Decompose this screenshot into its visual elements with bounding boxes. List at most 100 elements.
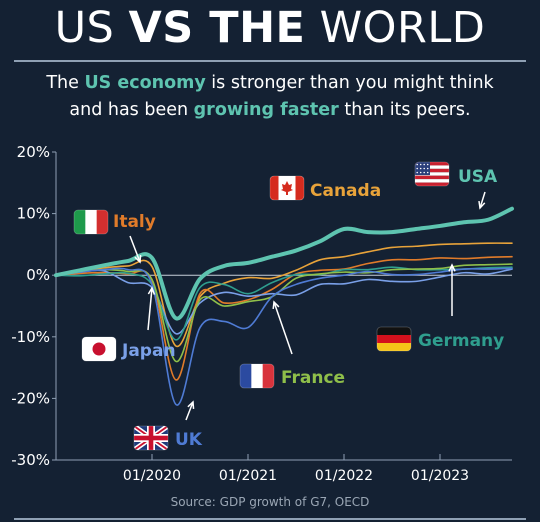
title-us: US	[54, 3, 129, 53]
top-divider	[14, 60, 526, 62]
series-line-uk	[55, 267, 513, 406]
title-world: WORLD	[305, 3, 486, 53]
source-note: Source: GDP growth of G7, OECD	[170, 495, 370, 509]
flag-stripe	[415, 165, 449, 169]
series-label-uk: UK	[175, 430, 203, 450]
flag-band	[270, 176, 279, 200]
title-vs-the: VS THE	[128, 3, 306, 53]
series-label-france: France	[281, 368, 345, 388]
flag-band	[377, 343, 411, 351]
japan-flag-icon	[81, 336, 117, 362]
flag-star	[419, 163, 422, 166]
subtitle-text: and has been	[69, 100, 194, 120]
germany-flag-icon	[376, 326, 412, 352]
series-label-canada: Canada	[310, 181, 381, 201]
y-tick-label: -20%	[11, 389, 50, 407]
flag-star	[423, 167, 426, 170]
x-tick-label: 01/2022	[315, 468, 373, 484]
flag-band	[377, 327, 411, 336]
pointer-arrowhead-japan	[147, 286, 156, 295]
flag-star	[419, 171, 422, 174]
y-tick-label: -10%	[11, 328, 50, 346]
flag-star	[416, 171, 419, 174]
flag-body	[270, 176, 304, 200]
subtitle: The US economy is stronger than you migh…	[0, 70, 540, 124]
flag-border	[376, 326, 412, 352]
subtitle-line-2: and has been growing faster than its pee…	[0, 97, 540, 124]
pointer-arrow-italy	[129, 235, 141, 263]
pointer-arrowhead-germany	[448, 263, 456, 272]
flag-body	[415, 162, 449, 186]
x-tick-label: 01/2023	[411, 468, 469, 484]
flag-body	[82, 337, 116, 361]
flag-body	[240, 364, 274, 388]
x-tick-label: 01/2021	[219, 468, 277, 484]
flag-star	[423, 163, 426, 166]
flag-band	[295, 176, 304, 200]
series-line-japan	[55, 268, 513, 335]
pointer-arrowhead-uk	[187, 400, 195, 410]
flag-band	[377, 335, 411, 344]
flag-cross-red	[134, 435, 168, 441]
flag-band	[240, 364, 252, 388]
series-line-germany	[55, 266, 513, 341]
pointer-arrow-usa	[479, 191, 486, 209]
canada-flag-icon	[269, 175, 305, 201]
flag-canton	[415, 162, 430, 175]
flag-stripe	[415, 179, 449, 183]
series-line-canada	[55, 242, 513, 347]
bottom-divider	[14, 518, 526, 520]
flag-star	[426, 171, 429, 174]
flag-star	[423, 171, 426, 174]
flag-star	[426, 163, 429, 166]
pointer-arrowhead-usa	[478, 200, 486, 210]
flag-border	[269, 175, 305, 201]
maple-leaf	[281, 181, 293, 195]
flag-star	[416, 163, 419, 166]
italy-flag-icon	[73, 209, 109, 235]
flag-stripe	[415, 182, 449, 186]
subtitle-text: is stronger than you might think	[205, 73, 494, 93]
flag-border	[73, 209, 109, 235]
pointer-arrowhead-italy	[134, 254, 142, 264]
flag-body	[74, 210, 108, 234]
flag-stripe	[415, 172, 449, 176]
subtitle-text: than its peers.	[338, 100, 471, 120]
gdp-growth-line-chart: 20% 10% 0% -10% -20% -30% 01/2020 01/2021 01/202…	[11, 143, 514, 484]
flag-star	[426, 167, 429, 170]
flag-body	[134, 426, 168, 450]
flag-band	[74, 210, 86, 234]
flag-star	[419, 167, 422, 170]
flag-border	[239, 363, 275, 389]
y-tick-label: 10%	[17, 205, 50, 223]
flag-stripe	[415, 168, 449, 173]
flag-band	[85, 210, 98, 234]
pointer-arrowhead-france	[272, 300, 280, 310]
flag-disc	[92, 342, 106, 356]
chart-axes: 20% 10% 0% -10% -20% -30% 01/2020 01/2021 01/202…	[11, 143, 512, 484]
flag-stripe	[415, 175, 449, 180]
flag-band	[96, 210, 108, 234]
flag-band	[251, 364, 264, 388]
subtitle-highlight: US economy	[84, 73, 206, 93]
flag-band	[262, 364, 274, 388]
flag-border	[133, 425, 169, 451]
flag-border	[81, 336, 117, 362]
france-flag-icon	[239, 363, 275, 389]
chart-country-labels: USA Canada Italy Japan Germany France UK	[73, 161, 504, 451]
uk-flag-icon	[133, 425, 169, 451]
flag-border	[414, 161, 450, 187]
flag-body	[377, 327, 411, 351]
y-tick-label: 0%	[26, 266, 50, 284]
pointer-arrow-japan	[147, 287, 153, 331]
x-tick-label: 01/2020	[123, 468, 181, 484]
pointer-arrow-france	[273, 301, 293, 355]
usa-flag-icon	[414, 161, 450, 187]
flag-star	[416, 167, 419, 170]
series-label-italy: Italy	[113, 212, 156, 232]
flag-stripe	[415, 162, 449, 166]
y-tick-label: -30%	[11, 451, 50, 469]
chart-series	[54, 206, 514, 406]
series-label-germany: Germany	[418, 331, 504, 351]
subtitle-highlight: growing faster	[193, 100, 339, 120]
